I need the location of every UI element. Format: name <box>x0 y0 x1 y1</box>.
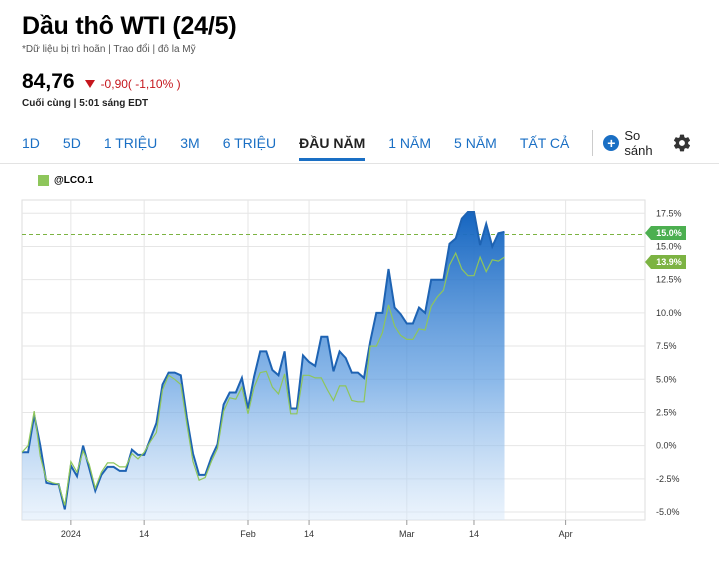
y-tick-label: 7.5% <box>656 341 677 351</box>
legend-swatch <box>38 175 49 186</box>
price-chart[interactable]: 17.5% 15.0% 12.5% 10.0% 7.5% 5.0% 2.5% 0.0% -2.5… <box>0 195 719 545</box>
tab-all[interactable]: TẤT CẢ <box>519 135 570 151</box>
lco-last-value-badge-shape <box>645 255 686 269</box>
y-tick-label: 2.5% <box>656 407 677 417</box>
y-tick-label: 0.0% <box>656 441 677 451</box>
x-tick-label: 14 <box>139 529 149 539</box>
price-row: 84,76 -0,90( -1,10% ) <box>22 70 181 94</box>
last-price: 84,76 <box>22 70 75 93</box>
wti-last-value-badge: 15.0% <box>645 226 686 240</box>
y-tick-label: -2.5% <box>656 474 680 484</box>
x-tick-label: Feb <box>240 529 256 539</box>
last-updated: Cuối cùng | 5:01 sáng EDT <box>22 98 149 109</box>
lco-line <box>21 251 505 506</box>
y-tick-label: 12.5% <box>656 275 682 285</box>
down-triangle-icon <box>84 80 95 88</box>
tab-6m[interactable]: 6 TRIỆU <box>222 135 277 151</box>
tab-1d[interactable]: 1D <box>22 135 40 151</box>
y-tick-label: 10.0% <box>656 308 682 318</box>
wti-area <box>22 212 505 520</box>
legend-label[interactable]: @LCO.1 <box>54 175 94 186</box>
data-disclaimer: *Dữ liệu bị trì hoãn | Trao đổi | đô la … <box>22 44 196 55</box>
tab-ytd[interactable]: ĐẦU NĂM <box>299 131 366 161</box>
wti-line <box>22 211 505 510</box>
page-title: Dầu thô WTI (24/5) <box>22 12 237 40</box>
compare-button[interactable]: + So sánh <box>603 128 672 158</box>
gear-icon[interactable] <box>672 133 692 153</box>
tab-5d[interactable]: 5D <box>62 135 81 151</box>
tab-5y[interactable]: 5 NĂM <box>454 135 497 151</box>
tab-divider <box>592 130 594 156</box>
y-tick-label: 5.0% <box>656 374 677 384</box>
tabs-rule <box>0 163 719 164</box>
tab-1m[interactable]: 1 TRIỆU <box>103 135 158 151</box>
x-tick-label: 14 <box>469 529 479 539</box>
compare-label: So sánh <box>624 128 653 158</box>
plus-circle-icon: + <box>603 135 620 151</box>
lco-last-value-badge-text: 13.9% <box>656 257 682 267</box>
x-tick-label: 2024 <box>61 529 81 539</box>
y-tick-label: 17.5% <box>656 208 682 218</box>
y-tick-label: -5.0% <box>656 507 680 517</box>
x-tick-label: Apr <box>559 529 573 539</box>
wti-last-value-badge-text: 15.0% <box>656 228 682 238</box>
price-change: -0,90( -1,10% ) <box>84 77 181 91</box>
lco-last-value-badge: 13.9% <box>645 255 686 269</box>
y-tick-label: 15.0% <box>656 241 682 251</box>
chart-legend: @LCO.1 <box>38 175 93 186</box>
x-tick-label: Mar <box>399 529 415 539</box>
wti-last-value-badge-shape <box>645 226 686 240</box>
price-change-value: -0,90( -1,10% ) <box>100 77 181 91</box>
tab-1y[interactable]: 1 NĂM <box>388 135 432 151</box>
tab-3m[interactable]: 3M <box>180 135 200 151</box>
x-tick-label: 14 <box>304 529 314 539</box>
time-range-tabs: 1D 5D 1 TRIỆU 3M 6 TRIỆU ĐẦU NĂM 1 NĂM 5… <box>22 128 692 161</box>
